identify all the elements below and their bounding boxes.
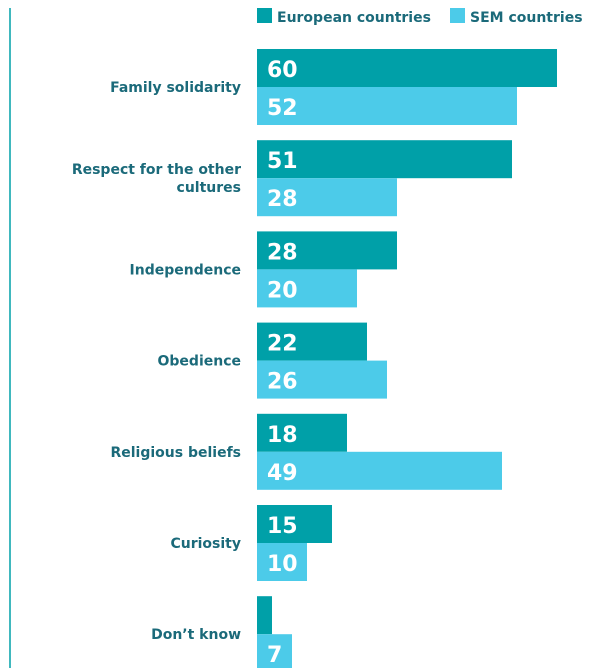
value-label-european-independence: 28 (267, 240, 298, 265)
bar-european-independence (257, 231, 397, 270)
bar-sem-independence (257, 269, 357, 308)
value-label-european-family-solidarity: 60 (267, 58, 298, 83)
legend: European countries SEM countries (257, 8, 583, 26)
value-label-sem-don-t-know: 7 (267, 643, 282, 668)
value-label-sem-independence: 20 (267, 278, 298, 303)
category-label-independence: Independence (130, 262, 241, 278)
bar-sem-obedience (257, 360, 387, 399)
bar-european-don-t-know (257, 596, 272, 635)
value-label-european-religious-beliefs: 18 (267, 423, 298, 448)
value-label-sem-respect-for-the-other-cultures: 28 (267, 187, 298, 212)
bar-european-curiosity (257, 505, 332, 543)
legend-label-european: European countries (277, 10, 431, 26)
bar-sem-family-solidarity (257, 87, 517, 125)
value-label-sem-curiosity: 10 (267, 552, 298, 577)
category-label-respect-for-the-other-cultures: Respect for the other cultures (72, 162, 241, 196)
bar-sem-respect-for-the-other-cultures (257, 178, 397, 217)
value-label-sem-family-solidarity: 52 (267, 96, 298, 121)
category-label-obedience: Obedience (158, 354, 242, 370)
legend-label-sem: SEM countries (470, 10, 583, 26)
bar-european-respect-for-the-other-cultures (257, 140, 512, 179)
value-label-sem-religious-beliefs: 49 (267, 461, 298, 486)
bar-european-obedience (257, 322, 367, 361)
value-label-european-obedience: 22 (267, 332, 298, 357)
value-label-european-curiosity: 15 (267, 514, 298, 539)
category-label-curiosity: Curiosity (170, 536, 241, 552)
category-label-don-t-know: Don’t know (151, 627, 241, 643)
category-label-religious-beliefs: Religious beliefs (110, 445, 241, 461)
bar-european-family-solidarity (257, 49, 557, 87)
value-label-european-respect-for-the-other-cultures: 51 (267, 149, 298, 174)
category-label-family-solidarity: Family solidarity (110, 80, 241, 96)
bar-european-religious-beliefs (257, 413, 347, 452)
value-label-sem-obedience: 26 (267, 370, 298, 395)
bar-sem-don-t-know (257, 634, 292, 668)
bar-sem-religious-beliefs (257, 451, 502, 490)
legend-swatch-european (257, 8, 272, 23)
bar-sem-curiosity (257, 543, 307, 581)
plot-area: 60 52 Family solidarity 51 28 Respect for the… (72, 49, 557, 668)
legend-swatch-sem (450, 8, 465, 23)
